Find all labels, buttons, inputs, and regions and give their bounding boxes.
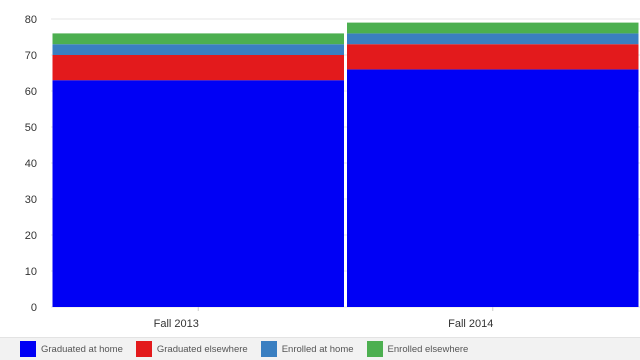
y-axis-ticks: 0 10 20 30 40 50 60 70 80 xyxy=(25,14,37,314)
y-tick-label: 50 xyxy=(25,122,37,134)
y-tick-label: 70 xyxy=(25,50,37,62)
legend-item[interactable]: Enrolled elsewhere xyxy=(366,341,469,357)
x-tick-label: Fall 2013 xyxy=(154,318,199,330)
legend-swatch xyxy=(366,341,383,357)
bars xyxy=(52,22,639,308)
bar-segment[interactable] xyxy=(52,44,345,55)
legend-label: Enrolled at home xyxy=(281,343,354,355)
legend-items: Graduated at home Graduated elsewhere Enro… xyxy=(0,338,640,360)
legend-swatch xyxy=(260,341,277,357)
bar-segment[interactable] xyxy=(347,69,639,308)
x-tick-label: Fall 2014 xyxy=(448,318,493,330)
bar-segment[interactable] xyxy=(347,44,639,70)
bar-segment[interactable] xyxy=(52,33,345,45)
chart-plot-area: 0 10 20 30 40 50 60 70 80 Fall 2013 Fall 2014 xyxy=(25,14,640,330)
bar-segment[interactable] xyxy=(52,80,345,307)
legend-swatch xyxy=(20,341,36,357)
legend: Graduated at home Graduated elsewhere Enro… xyxy=(0,337,640,360)
legend-label: Graduated elsewhere xyxy=(156,343,248,355)
legend-label: Enrolled elsewhere xyxy=(387,343,469,355)
y-tick-label: 20 xyxy=(25,230,37,242)
legend-label: Graduated at home xyxy=(41,343,123,355)
legend-item[interactable]: Enrolled at home xyxy=(260,341,354,357)
y-tick-label: 0 xyxy=(31,302,37,314)
y-tick-label: 40 xyxy=(25,158,37,170)
legend-item[interactable]: Graduated at home xyxy=(20,341,123,357)
y-tick-label: 10 xyxy=(25,266,37,278)
legend-swatch xyxy=(135,341,152,357)
bar-segment[interactable] xyxy=(347,33,639,45)
y-tick-label: 80 xyxy=(25,14,37,26)
x-axis-ticks: Fall 2013 Fall 2014 xyxy=(154,307,493,330)
legend-item[interactable]: Graduated elsewhere xyxy=(135,341,248,357)
y-tick-label: 60 xyxy=(25,86,37,98)
bar-segment[interactable] xyxy=(52,55,345,81)
y-tick-label: 30 xyxy=(25,194,37,206)
bar-segment[interactable] xyxy=(347,22,639,34)
